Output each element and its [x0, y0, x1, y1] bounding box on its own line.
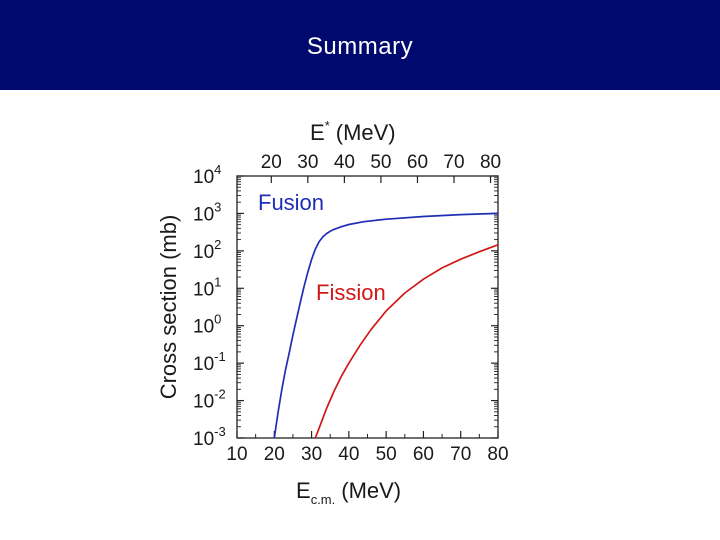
bottom-axis-title-unit: (MeV)	[341, 478, 401, 503]
y-tick-label: 100	[193, 312, 221, 338]
bottom-axis-title: Ec.m. (MeV)	[296, 478, 401, 507]
top-axis-title-unit: (MeV)	[336, 120, 396, 145]
top-x-tick-label: 20	[261, 152, 282, 173]
top-x-tick-label: 50	[370, 152, 391, 173]
x-tick-label: 10	[226, 444, 247, 465]
tick-labels: 10 20 30 40 50 60 70 80 20 30 40 50 60 70 80 104 103 102 1…	[193, 152, 509, 465]
top-axis-title-main: E	[310, 120, 325, 145]
tick-marks	[236, 175, 499, 439]
x-tick-label: 40	[338, 444, 359, 465]
series-label-fission: Fission	[316, 280, 386, 305]
x-tick-label: 50	[376, 444, 397, 465]
y-tick-label: 10-2	[193, 387, 226, 413]
title-bar: Summary	[0, 0, 720, 90]
top-x-tick-label: 70	[443, 152, 464, 173]
curves	[273, 212, 499, 439]
x-tick-label: 30	[301, 444, 322, 465]
series-line-fission	[314, 244, 499, 439]
top-x-tick-label: 30	[297, 152, 318, 173]
top-axis-title: E* (MeV)	[310, 118, 396, 145]
y-tick-label: 101	[193, 274, 221, 300]
x-tick-label: 80	[487, 444, 508, 465]
top-x-tick-label: 40	[334, 152, 355, 173]
top-x-tick-label: 60	[407, 152, 428, 173]
series-line-fusion	[273, 212, 499, 439]
y-tick-label: 10-3	[193, 424, 226, 450]
y-tick-label: 103	[193, 199, 221, 225]
bottom-axis-title-main: E	[296, 478, 311, 503]
slide-title: Summary	[306, 33, 414, 60]
top-x-tick-label: 80	[480, 152, 501, 173]
y-tick-label: 104	[193, 162, 221, 188]
x-tick-label: 70	[450, 444, 471, 465]
top-axis-title-sup: *	[325, 118, 330, 133]
y-tick-label: 102	[193, 237, 221, 263]
x-tick-label: 20	[264, 444, 285, 465]
x-tick-label: 60	[413, 444, 434, 465]
bottom-axis-title-sub: c.m.	[311, 492, 336, 507]
y-axis-title: Cross section (mb)	[156, 215, 181, 400]
series-label-fusion: Fusion	[258, 190, 324, 215]
y-tick-label: 10-1	[193, 349, 226, 375]
